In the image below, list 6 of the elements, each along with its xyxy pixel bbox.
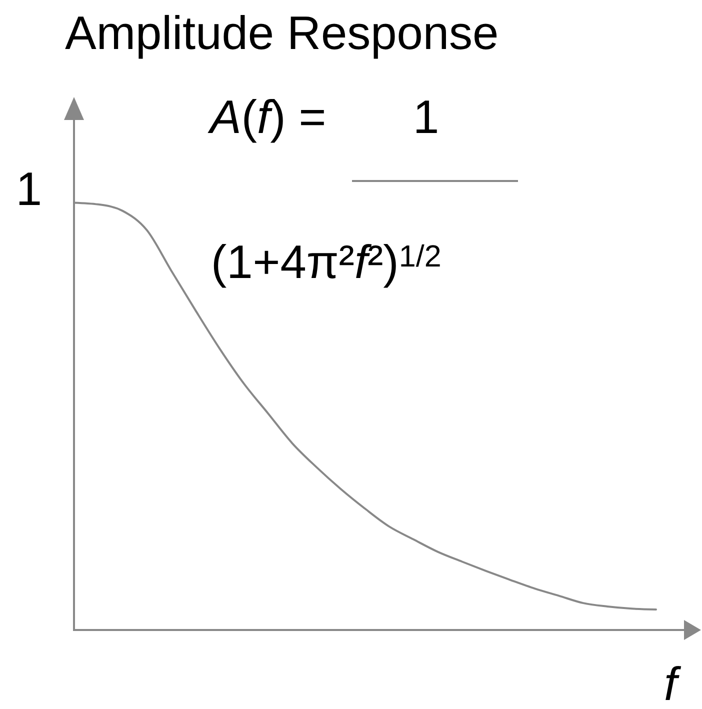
- annotation: (1+4π²f²)$^{1/2}$: [211, 235, 442, 288]
- x-axis-title: f: [664, 657, 682, 709]
- text: 1: [413, 90, 440, 143]
- text: A(f) =: [207, 90, 326, 143]
- text: 1: [16, 162, 42, 215]
- chart-title: Amplitude Response: [65, 6, 499, 59]
